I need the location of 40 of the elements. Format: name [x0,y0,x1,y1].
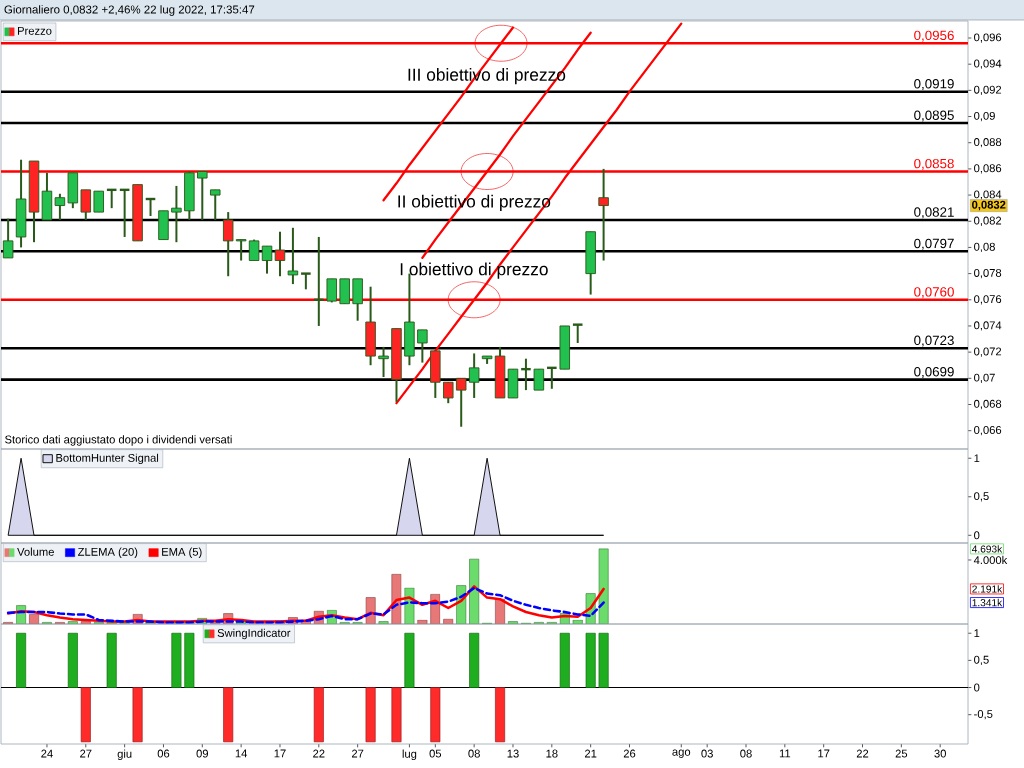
x-tick-label: 22 [313,749,325,758]
x-tick-label: 06 [157,749,170,758]
annotation: 2.191k [972,585,1003,593]
x-tick-label: 11 [779,749,791,758]
x-tick-label: 18 [546,749,558,758]
x-tick-label: ago [672,749,691,758]
annotation: 1.341k [972,598,1003,607]
x-tick-label: 26 [623,749,636,758]
legend-label: EMA (5) [162,547,202,559]
x-tick-label: 30 [934,749,946,758]
legend-label: Volume [17,547,54,556]
x-tick-label: 27 [351,749,364,758]
x-tick-label: 17 [818,749,830,758]
x-tick-label: 03 [701,749,713,758]
y-tick-label: 1 [974,629,980,638]
x-tick-label: giu [117,749,132,761]
y-tick-label: 4.000k [973,555,1008,565]
x-tick-label: 27 [80,749,92,758]
x-tick-label: 25 [895,749,908,758]
x-tick-label: 08 [740,749,752,758]
legend-label: ZLEMA (20) [77,547,138,559]
x-tick-label: 22 [856,749,869,758]
x-tick-label: lug [402,749,417,761]
x-tick-label: 14 [235,749,248,758]
y-tick-label: -0,5 [974,710,993,720]
x-tick-label: 21 [585,749,597,758]
y-tick-label: 0 [974,531,980,540]
x-tick-label: 09 [196,749,209,758]
x-tick-label: 08 [468,749,480,758]
y-tick-label: 1 [974,454,980,463]
x-tick-label: 13 [507,749,519,758]
x-tick-label: 05 [429,749,442,758]
legend-label: BottomHunter Signal [56,453,159,465]
y-tick-label: 0,5 [974,655,989,666]
y-tick-label: 0 [974,683,980,692]
legend-label: SwingIndicator [217,628,291,640]
annotation: 4.693k [971,545,1003,553]
y-tick-label: 0,5 [974,492,989,502]
x-tick-label: 17 [274,749,286,758]
x-tick-label: 24 [41,749,53,758]
